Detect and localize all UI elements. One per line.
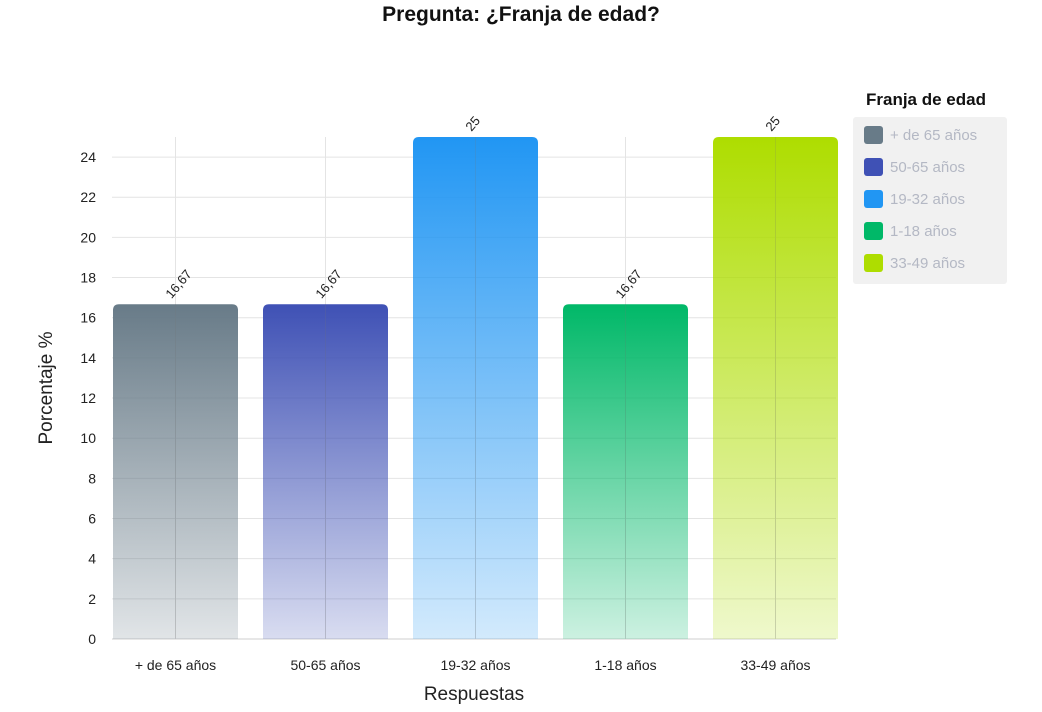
legend-entry[interactable]: + de 65 años bbox=[890, 127, 977, 144]
legend-title: Franja de edad bbox=[866, 90, 986, 109]
chart-title: Pregunta: ¿Franja de edad? bbox=[382, 3, 660, 26]
y-axis-label: Porcentaje % bbox=[36, 331, 57, 444]
y-tick-label: 4 bbox=[88, 551, 96, 567]
bar[interactable] bbox=[563, 304, 688, 639]
bar[interactable] bbox=[263, 304, 388, 639]
y-tick-label: 12 bbox=[80, 390, 96, 406]
legend-swatch[interactable] bbox=[864, 190, 883, 208]
legend-swatch[interactable] bbox=[864, 254, 883, 272]
x-tick-label: 33-49 años bbox=[740, 657, 810, 673]
bar[interactable] bbox=[113, 304, 238, 639]
legend-entry[interactable]: 50-65 años bbox=[890, 159, 965, 176]
y-tick-label: 6 bbox=[88, 511, 96, 527]
y-tick-label: 8 bbox=[88, 470, 96, 486]
bars bbox=[113, 137, 838, 639]
y-tick-label: 2 bbox=[88, 591, 96, 607]
y-tick-label: 18 bbox=[80, 270, 96, 286]
y-tick-label: 16 bbox=[80, 310, 96, 326]
data-label: 16,67 bbox=[162, 267, 194, 302]
bar[interactable] bbox=[413, 137, 538, 639]
data-label: 25 bbox=[462, 113, 483, 134]
x-tick-label: 19-32 años bbox=[440, 657, 510, 673]
y-tick-label: 22 bbox=[80, 189, 96, 205]
legend-swatch[interactable] bbox=[864, 158, 883, 176]
legend-entry[interactable]: 19-32 años bbox=[890, 191, 965, 208]
x-tick-label: 50-65 años bbox=[290, 657, 360, 673]
legend-swatch[interactable] bbox=[864, 126, 883, 144]
legend: Franja de edad + de 65 años 50-65 años 19-… bbox=[853, 90, 1007, 284]
y-tick-label: 14 bbox=[80, 350, 96, 366]
legend-entry[interactable]: 33-49 años bbox=[890, 255, 965, 272]
legend-swatch[interactable] bbox=[864, 222, 883, 240]
legend-box bbox=[853, 117, 1007, 284]
y-tick-label: 10 bbox=[80, 430, 96, 446]
x-axis-label: Respuestas bbox=[424, 684, 524, 705]
y-tick-label: 24 bbox=[80, 149, 96, 165]
legend-entry[interactable]: 1-18 años bbox=[890, 223, 957, 240]
bar[interactable] bbox=[713, 137, 838, 639]
data-label: 16,67 bbox=[312, 267, 344, 302]
x-axis-ticks: + de 65 años 50-65 años 19-32 años 1-18 año… bbox=[135, 657, 811, 673]
y-tick-label: 0 bbox=[88, 631, 96, 647]
x-tick-label: 1-18 años bbox=[594, 657, 656, 673]
y-tick-label: 20 bbox=[80, 229, 96, 245]
data-label: 25 bbox=[762, 113, 783, 134]
data-label: 16,67 bbox=[612, 267, 644, 302]
x-tick-label: + de 65 años bbox=[135, 657, 216, 673]
